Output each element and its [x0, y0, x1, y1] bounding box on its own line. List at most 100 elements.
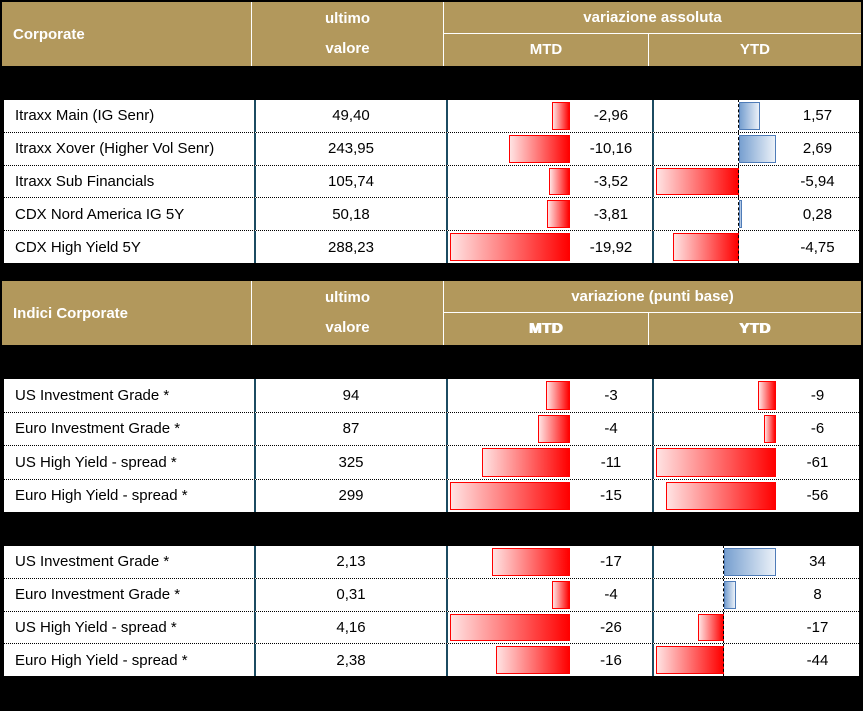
last-value: 50,18: [256, 198, 448, 231]
mtd-column-header: MTD: [444, 313, 649, 345]
ytd-cell: 1,57: [654, 100, 859, 132]
bar-axis-line: [722, 578, 724, 611]
last-value-label-line1: ultimo: [325, 289, 370, 306]
header-last-value-column: ultimo valore: [252, 281, 444, 345]
negative-data-bar: [546, 381, 570, 410]
instrument-label: Euro Investment Grade *: [4, 578, 256, 611]
negative-data-bar: [450, 613, 570, 642]
table-row: Itraxx Sub Financials 105,74 -3,52 -5,94: [4, 165, 859, 199]
table-row: Euro High Yield - spread * 2,38 -16 -44: [4, 644, 859, 676]
bar-axis-line: [722, 611, 724, 644]
mtd-value: -3,52: [593, 172, 629, 190]
ytd-cell: -61: [654, 446, 859, 479]
last-value: 105,74: [256, 165, 448, 198]
data-bar-zone: [656, 231, 776, 263]
data-bar-zone: [656, 578, 776, 611]
ytd-value: 34: [809, 553, 826, 571]
last-value: 2,38: [256, 644, 448, 676]
corporate-table-header: Corporate ultimo valore variazione assol…: [2, 2, 861, 66]
mtd-cell: -10,16: [448, 132, 654, 165]
negative-data-bar: [764, 414, 776, 443]
bar-axis-line: [722, 546, 724, 578]
mtd-value: -17: [600, 553, 622, 571]
table-row: CDX High Yield 5Y 288,23 -19,92 -4,75: [4, 231, 859, 263]
indici-corporate-spread-table-body: US Investment Grade * 94 -3 -9 Euro Investme…: [2, 377, 861, 514]
variation-subheaders: MTD YTD: [444, 313, 861, 345]
negative-data-bar: [656, 646, 724, 674]
last-value-label-line2: valore: [325, 40, 370, 57]
negative-data-bar: [665, 481, 776, 510]
data-bar-zone: [450, 579, 570, 611]
table-row: Itraxx Xover (Higher Vol Senr) 243,95 -10,…: [4, 132, 859, 166]
table-row: CDX Nord America IG 5Y 50,18 -3,81 0,28: [4, 198, 859, 232]
bar-axis-line: [737, 132, 739, 165]
mtd-value: -11: [600, 453, 622, 471]
instrument-label: Itraxx Xover (Higher Vol Senr): [4, 132, 256, 165]
data-bar-zone: [450, 198, 570, 230]
data-bar-zone: [656, 611, 776, 644]
instrument-label: Euro High Yield - spread *: [4, 644, 256, 676]
mtd-value: -10,16: [589, 140, 633, 158]
table-row: US Investment Grade * 94 -3 -9: [4, 379, 859, 413]
ytd-cell: 34: [654, 546, 859, 578]
table-row: Itraxx Main (IG Senr) 49,40 -2,96 1,57: [4, 100, 859, 133]
header-variation-columns: variazione assoluta MTD YTD: [444, 2, 861, 66]
negative-data-bar: [656, 167, 739, 196]
mtd-value: -15: [600, 487, 622, 505]
data-bar-zone: [656, 165, 776, 198]
ytd-column-header: YTD: [740, 41, 770, 58]
mtd-cell: -19,92: [448, 231, 654, 263]
header-variation-columns: variazione (punti base) MTD YTD: [444, 281, 861, 345]
table-row: US High Yield - spread * 4,16 -26 -17: [4, 611, 859, 645]
data-bar-zone: [656, 644, 776, 676]
data-bar-zone: [656, 413, 776, 446]
ytd-value: -6: [810, 420, 825, 438]
ytd-cell: -9: [654, 379, 859, 412]
negative-data-bar: [548, 167, 570, 196]
data-bar-zone: [450, 644, 570, 676]
instrument-label: US Investment Grade *: [4, 379, 256, 412]
variation-title: variazione assoluta: [444, 2, 861, 34]
instrument-label: US High Yield - spread *: [4, 446, 256, 479]
corporate-table-body: Itraxx Main (IG Senr) 49,40 -2,96 1,57 Itrax…: [2, 98, 861, 265]
mtd-value: -4: [604, 420, 618, 438]
mtd-value: -3,81: [593, 205, 629, 223]
data-bar-zone: [656, 198, 776, 231]
data-bar-zone: [450, 612, 570, 644]
ytd-value: -56: [806, 487, 829, 505]
table-row: US High Yield - spread * 325 -11 -61: [4, 446, 859, 480]
positive-data-bar: [738, 102, 761, 130]
mtd-cell: -3,52: [448, 165, 654, 198]
data-bar-zone: [656, 480, 776, 513]
ytd-cell: 8: [654, 578, 859, 611]
mtd-cell: -3,81: [448, 198, 654, 231]
negative-data-bar: [672, 233, 739, 261]
bar-axis-line: [737, 100, 739, 132]
data-bar-zone: [450, 413, 570, 446]
positive-data-bar: [738, 200, 743, 229]
indici-corporate-yield-table-body: US Investment Grade * 2,13 -17 34 Euro Inves…: [2, 544, 861, 678]
data-bar-zone: [450, 231, 570, 263]
bar-axis-line: [737, 231, 739, 263]
data-bar-zone: [656, 446, 776, 479]
ytd-cell: 0,28: [654, 198, 859, 231]
data-bar-zone: [656, 100, 776, 132]
bar-axis-line: [722, 644, 724, 676]
last-value: 2,13: [256, 546, 448, 578]
mtd-cell: -4: [448, 578, 654, 611]
ytd-cell: 2,69: [654, 132, 859, 165]
last-value: 49,40: [256, 100, 448, 132]
table-title: Indici Corporate: [13, 304, 129, 322]
last-value: 325: [256, 446, 448, 479]
last-value: 4,16: [256, 611, 448, 644]
last-value: 288,23: [256, 231, 448, 263]
table-row: Euro High Yield - spread * 299 -15 -56: [4, 479, 859, 513]
mtd-value: -4: [604, 586, 618, 604]
last-value: 94: [256, 379, 448, 412]
table-row: US Investment Grade * 2,13 -17 34: [4, 546, 859, 579]
data-bar-zone: [656, 379, 776, 412]
ytd-cell: -6: [654, 413, 859, 446]
ytd-value: 1,57: [802, 107, 833, 125]
variation-subheaders: MTD YTD: [444, 34, 861, 66]
